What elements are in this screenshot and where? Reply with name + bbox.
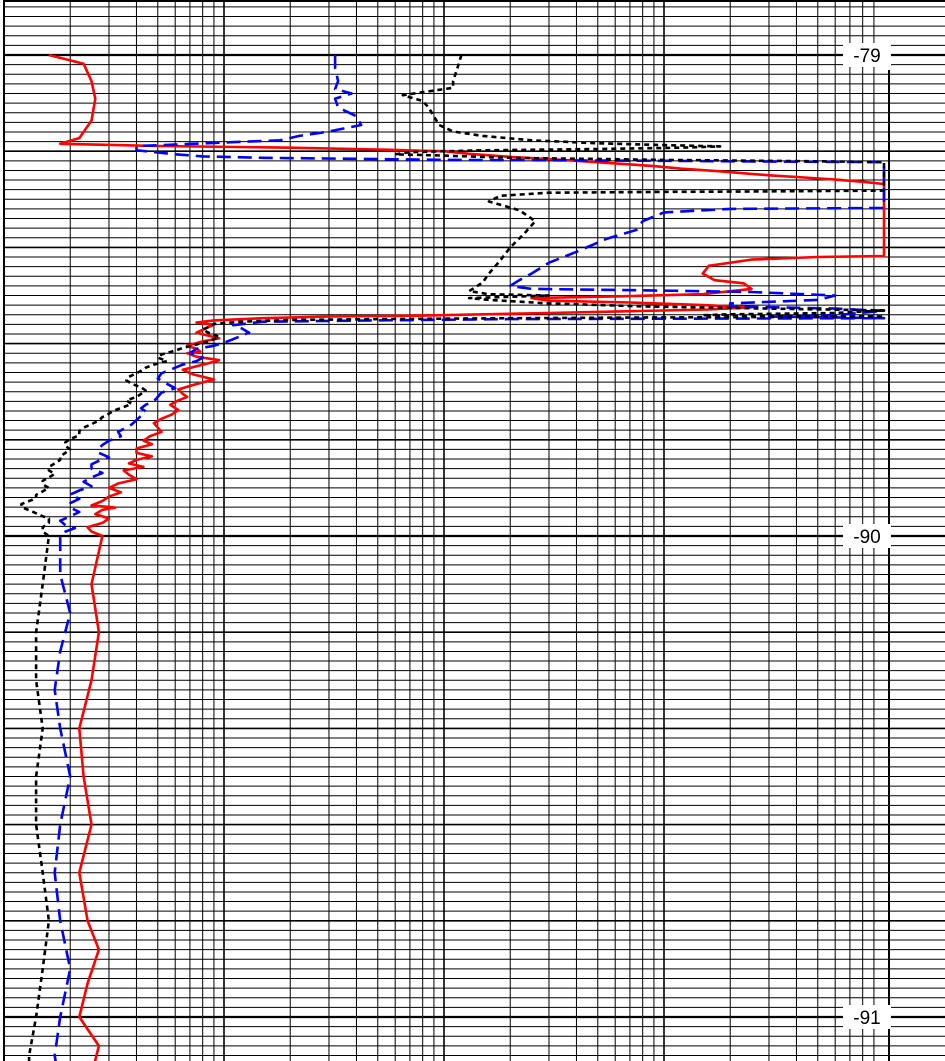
grid	[3, 0, 945, 1061]
log-curves	[20, 53, 886, 1061]
depth-label-bg	[843, 1005, 891, 1029]
depth-tick-label: -79	[853, 46, 880, 67]
depth-label-91: -91	[843, 1005, 891, 1029]
depth-label-79: -79	[843, 43, 891, 67]
log-curve-2	[53, 55, 886, 1061]
depth-label-bg	[843, 43, 891, 67]
depth-labels: -79 -90 -91	[843, 43, 891, 1029]
depth-label-bg	[843, 524, 891, 548]
depth-tick-label: -91	[853, 1008, 880, 1029]
depth-label-90: -90	[843, 524, 891, 548]
log-curve-3	[20, 54, 886, 1061]
depth-tick-label: -90	[853, 527, 880, 548]
log-curve-1	[48, 53, 886, 1061]
